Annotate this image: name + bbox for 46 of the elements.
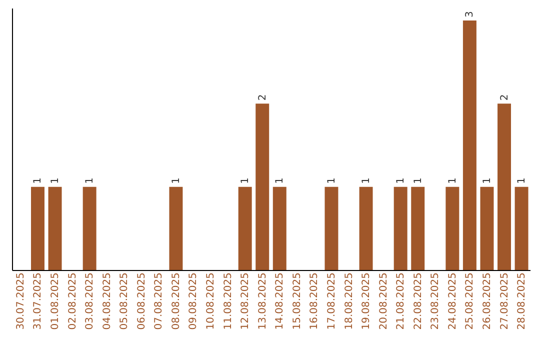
x-tick-label: 16.08.2025 [309, 272, 320, 330]
data-label: 1 [274, 177, 286, 184]
x-tick-label: 12.08.2025 [240, 272, 252, 330]
x-tick-label: 04.08.2025 [102, 272, 113, 330]
x-tick-label: 24.08.2025 [447, 272, 458, 330]
data-label: 1 [84, 177, 96, 184]
data-label: 1 [32, 177, 44, 184]
x-tick-label: 28.08.2025 [516, 272, 528, 330]
x-tick-label: 05.08.2025 [119, 272, 130, 330]
data-label: 1 [50, 177, 62, 184]
x-tick-label: 25.08.2025 [464, 272, 476, 330]
data-label: 1 [516, 177, 528, 184]
x-tick-label: 26.08.2025 [482, 272, 493, 330]
x-tick-label: 14.08.2025 [274, 272, 286, 330]
x-tick-label: 30.07.2025 [15, 272, 26, 330]
x-tick-label: 02.08.2025 [67, 272, 78, 330]
data-label: 1 [412, 177, 424, 184]
x-tick-label: 19.08.2025 [361, 272, 372, 330]
x-tick-label: 22.08.2025 [412, 272, 424, 330]
data-label: 1 [396, 177, 407, 184]
x-tick-label: 31.07.2025 [32, 272, 44, 330]
x-tick-label: 17.08.2025 [326, 272, 338, 330]
x-tick-label: 21.08.2025 [396, 272, 407, 330]
x-tick-label: 03.08.2025 [84, 272, 96, 330]
data-label: 1 [361, 177, 372, 184]
x-tick-label: 20.08.2025 [378, 272, 390, 330]
x-tick-label: 27.08.2025 [499, 272, 510, 330]
data-label: 2 [499, 94, 510, 101]
data-label: 2 [257, 94, 268, 101]
x-tick-label: 11.08.2025 [222, 272, 234, 330]
data-label: 1 [447, 177, 458, 184]
x-tick-label: 09.08.2025 [188, 272, 200, 330]
data-label: 1 [240, 177, 252, 184]
data-label: 1 [326, 177, 338, 184]
x-tick-label: 13.08.2025 [257, 272, 268, 330]
x-tick-label: 01.08.2025 [50, 272, 62, 330]
data-label: 1 [170, 177, 182, 184]
x-tick-label: 23.08.2025 [430, 272, 442, 330]
data-label: 3 [464, 11, 476, 18]
x-tick-label: 06.08.2025 [136, 272, 148, 330]
x-tick-label: 10.08.2025 [206, 272, 217, 330]
x-tick-label: 18.08.2025 [344, 272, 355, 330]
x-tick-label: 07.08.2025 [154, 272, 165, 330]
data-label: 1 [482, 177, 493, 184]
x-tick-label: 08.08.2025 [170, 272, 182, 330]
x-tick-label: 15.08.2025 [292, 272, 303, 330]
